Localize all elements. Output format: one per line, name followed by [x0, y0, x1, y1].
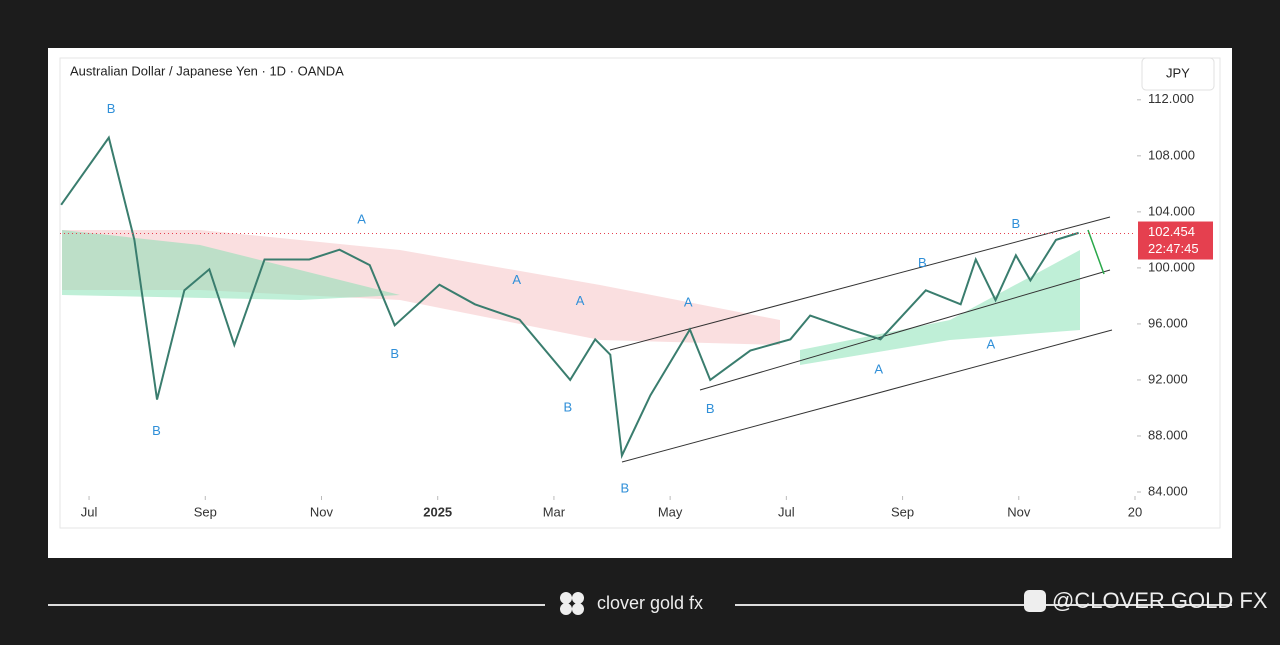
currency[interactable]: JPY: [1166, 65, 1190, 80]
wave-label: A: [874, 362, 883, 377]
y-tick-label: 112.000: [1148, 91, 1194, 106]
wave-label: A: [357, 212, 366, 227]
x-tick-label: 2025: [423, 504, 452, 519]
x-tick-label: Nov: [1007, 504, 1031, 519]
wave-label: B: [1012, 216, 1021, 231]
y-tick-label: 88.000: [1148, 427, 1188, 442]
handle: @CLOVER GOLD FX: [1052, 588, 1268, 613]
price-line: [60, 135, 1079, 460]
wave-label: A: [576, 293, 585, 308]
currency-button[interactable]: [1141, 57, 1215, 91]
x-tick-label: Sep: [891, 504, 914, 519]
wave-label: B: [620, 481, 629, 496]
chart-title: Australian Dollar / Japanese Yen · 1D · …: [70, 63, 344, 78]
countdown: 22:47:45: [1148, 241, 1199, 256]
wave-label: B: [152, 423, 161, 438]
y-tick-label: 108.000: [1148, 147, 1195, 162]
x-tick-label: Sep: [194, 504, 217, 519]
wave-label: A: [987, 336, 996, 351]
price-box: [1138, 221, 1213, 260]
last-price: 102.454: [1148, 224, 1195, 239]
x-tick-label: Jul: [81, 504, 98, 519]
channel-line: [699, 269, 1111, 391]
fb-icon: [1024, 590, 1046, 612]
x-tick-label: Jul: [778, 504, 795, 519]
wave-label: B: [918, 255, 927, 270]
y-tick-label: 96.000: [1148, 315, 1188, 330]
wave-label: A: [684, 294, 693, 309]
brand: clover gold fx: [597, 593, 703, 613]
x-tick-label: 20: [1128, 504, 1142, 519]
cloud-green: [62, 230, 400, 300]
channel-line: [621, 329, 1113, 463]
y-tick-label: 84.000: [1148, 483, 1188, 498]
wave-label: A: [512, 272, 521, 287]
y-tick-label: 100.000: [1148, 259, 1195, 274]
y-tick-label: 104.000: [1148, 203, 1195, 218]
chart-frame: [59, 57, 1221, 529]
wave-label: B: [107, 101, 116, 116]
y-tick-label: 92.000: [1148, 371, 1188, 386]
wave-label: B: [706, 401, 715, 416]
wave-label: B: [564, 399, 573, 414]
x-tick-label: May: [658, 504, 683, 519]
channel-line: [609, 216, 1111, 351]
x-tick-label: Nov: [310, 504, 334, 519]
brand-icon: [560, 592, 584, 615]
x-tick-label: Mar: [543, 504, 566, 519]
wave-label: B: [390, 346, 399, 361]
forecast-arrow: [1087, 229, 1105, 275]
